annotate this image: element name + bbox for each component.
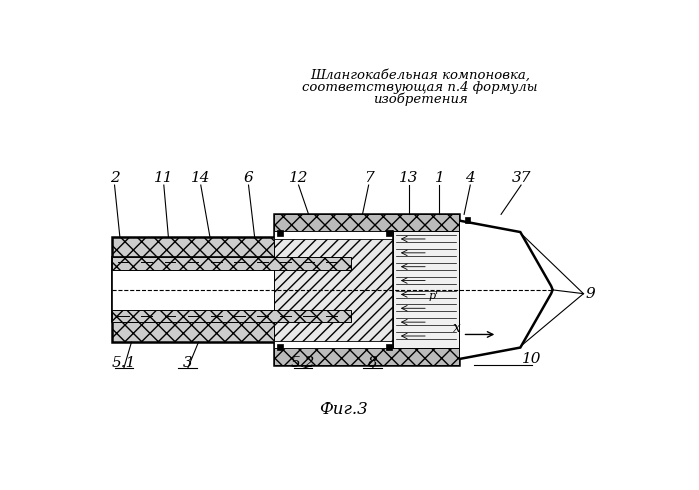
Bar — [113, 257, 351, 270]
Text: 3: 3 — [183, 356, 192, 370]
Text: 5.1: 5.1 — [112, 356, 136, 370]
Text: изобретения: изобретения — [373, 92, 468, 105]
Text: 1: 1 — [435, 171, 445, 185]
Bar — [274, 348, 459, 365]
Text: 4: 4 — [466, 171, 475, 185]
Bar — [113, 310, 351, 322]
Bar — [394, 231, 459, 348]
Text: 37: 37 — [512, 171, 531, 185]
Text: 11: 11 — [154, 171, 173, 185]
Bar — [386, 343, 391, 350]
Bar — [386, 230, 391, 236]
Polygon shape — [459, 220, 553, 359]
Bar — [274, 231, 394, 348]
Bar — [274, 214, 459, 365]
Text: 10: 10 — [522, 352, 542, 366]
Bar — [277, 343, 283, 350]
Text: p': p' — [428, 291, 438, 301]
Text: 5.2: 5.2 — [291, 356, 315, 370]
Text: 9: 9 — [586, 287, 596, 301]
Bar — [274, 231, 394, 239]
Bar — [274, 214, 459, 231]
Bar — [277, 230, 283, 236]
Bar — [465, 218, 470, 223]
Text: Фиг.3: Фиг.3 — [319, 401, 368, 417]
Text: Шлангокабельная компоновка,: Шлангокабельная компоновка, — [310, 69, 531, 82]
Bar — [113, 257, 351, 322]
Text: 6: 6 — [244, 171, 253, 185]
Text: 12: 12 — [289, 171, 308, 185]
Text: 8: 8 — [368, 356, 377, 370]
Text: 2: 2 — [110, 171, 120, 185]
Text: соответствующая п.4 формулы: соответствующая п.4 формулы — [303, 81, 538, 94]
Text: x: x — [452, 321, 461, 335]
Bar — [113, 238, 351, 342]
Text: 13: 13 — [399, 171, 419, 185]
Bar — [274, 341, 394, 348]
Text: 14: 14 — [191, 171, 210, 185]
Text: 7: 7 — [363, 171, 373, 185]
